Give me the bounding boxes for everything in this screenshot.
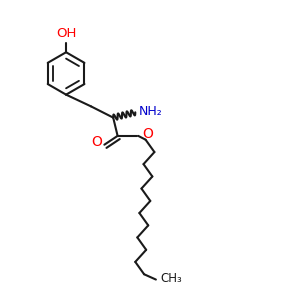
- Text: OH: OH: [56, 27, 76, 40]
- Text: O: O: [92, 135, 102, 149]
- Text: NH₂: NH₂: [139, 105, 163, 118]
- Text: CH₃: CH₃: [160, 272, 182, 285]
- Text: O: O: [142, 128, 153, 141]
